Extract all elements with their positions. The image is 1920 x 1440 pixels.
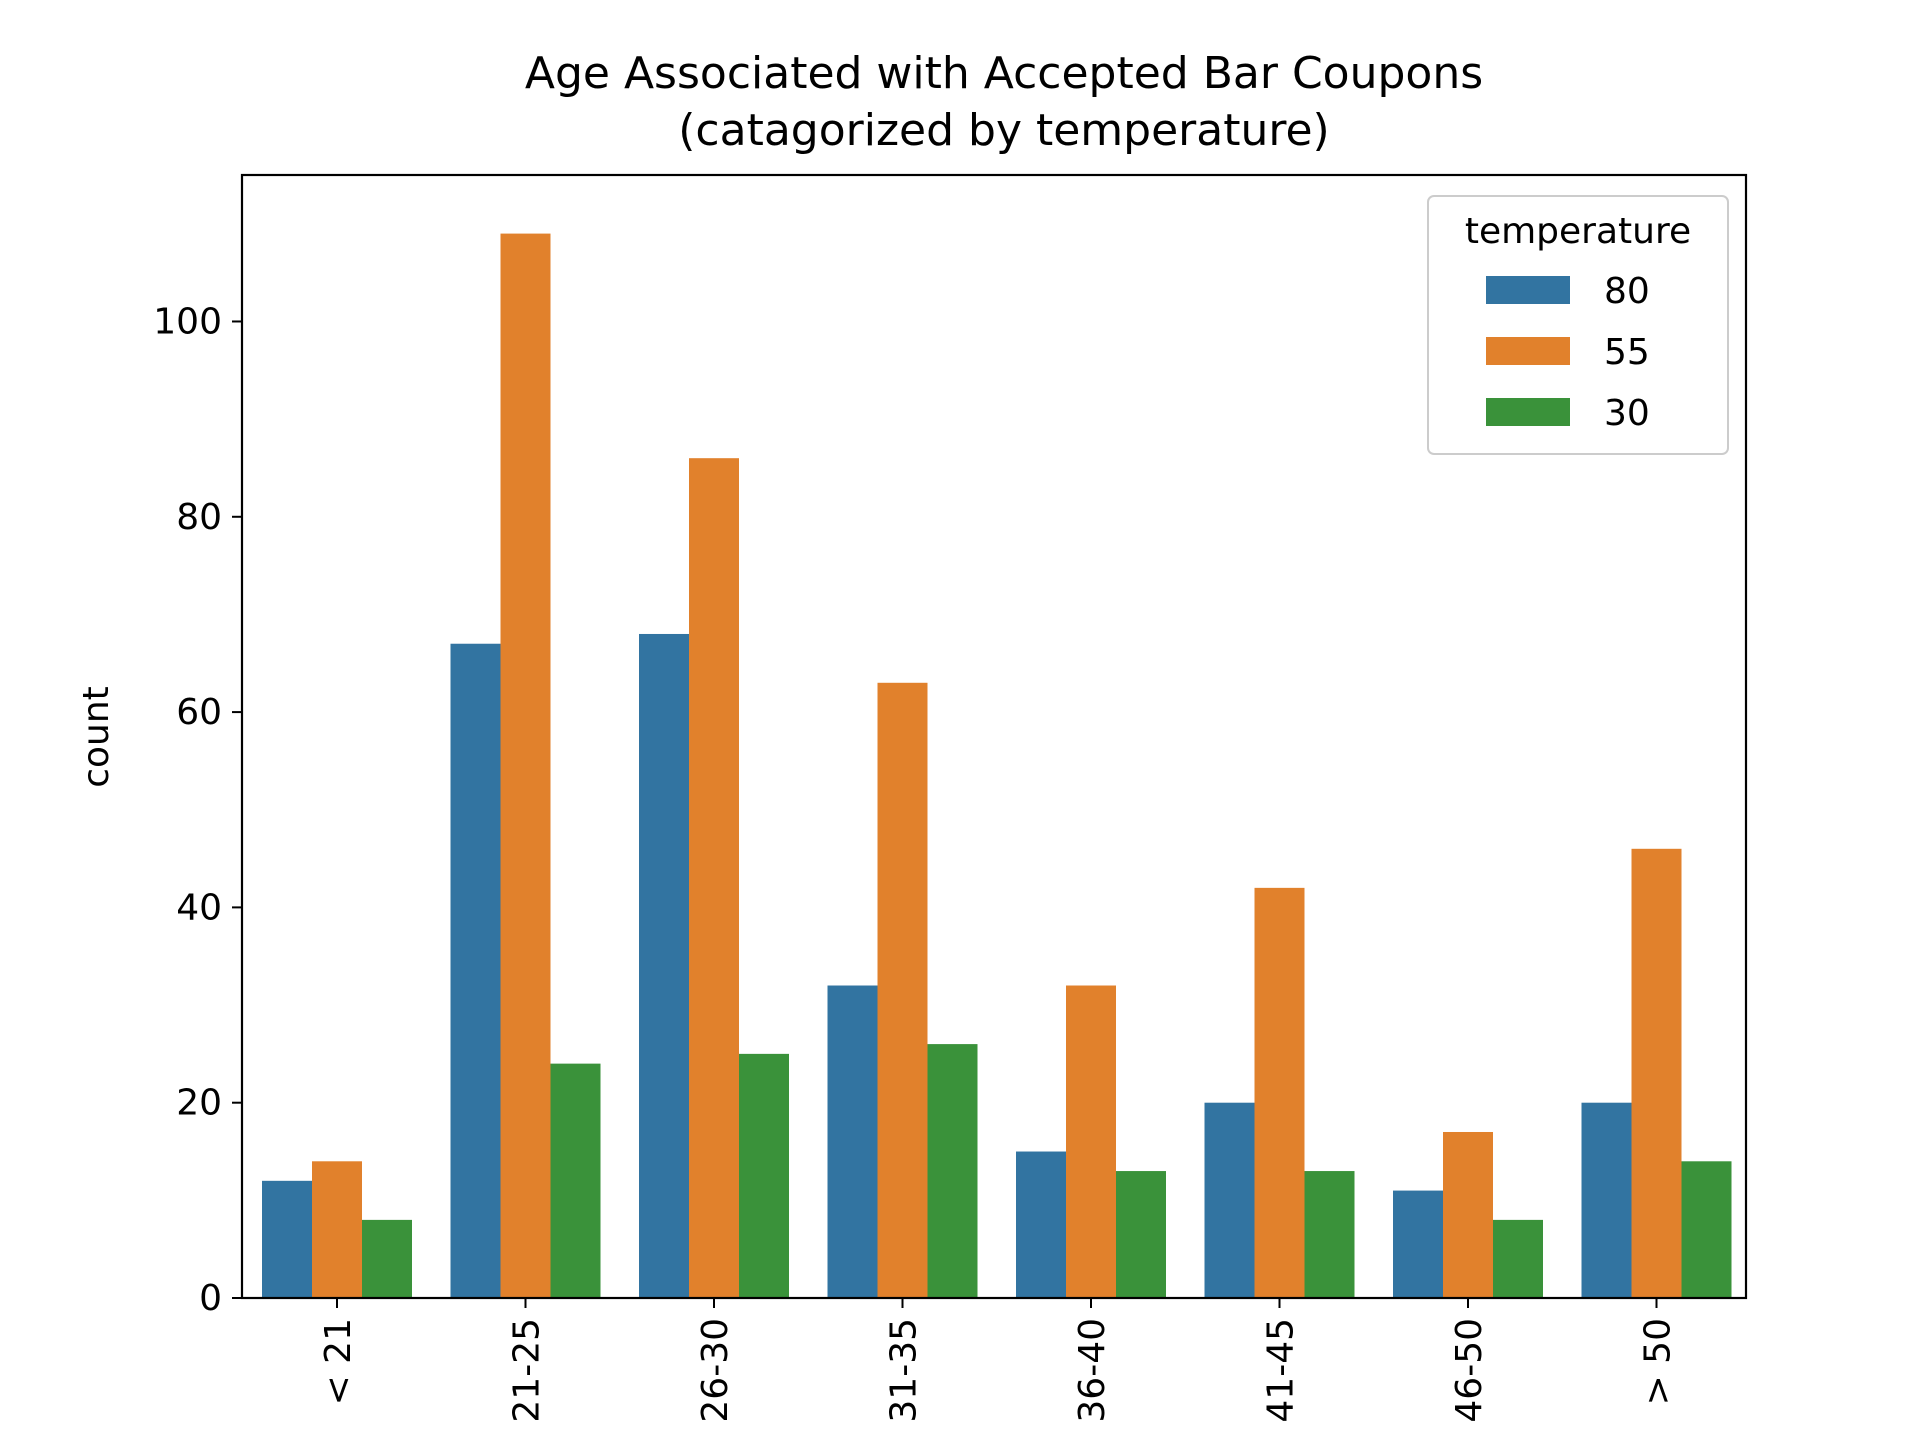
legend-label-80: 80 — [1604, 271, 1650, 312]
bar-5-series-30 — [1116, 1171, 1166, 1298]
y-axis-label: count — [76, 686, 117, 788]
bar-6-series-80 — [1204, 1102, 1255, 1298]
y-tick-label-20: 20 — [176, 1083, 222, 1124]
x-tick-label-4: 31-35 — [884, 1318, 925, 1423]
bar-6-series-30 — [1304, 1171, 1355, 1298]
y-tick-label-0: 0 — [199, 1278, 222, 1319]
bar-8-series-80 — [1581, 1102, 1632, 1298]
bar-4-series-30 — [927, 1044, 978, 1298]
bar-3-series-30 — [739, 1053, 789, 1298]
legend-box — [1427, 195, 1729, 455]
bar-3-series-55 — [689, 458, 739, 1298]
bar-1-series-80 — [262, 1180, 312, 1298]
bar-4-series-80 — [827, 985, 878, 1298]
bar-2-series-30 — [550, 1063, 601, 1298]
x-tick-label-1: < 21 — [318, 1318, 359, 1405]
bar-8-series-55 — [1631, 848, 1682, 1298]
x-axis: < 21 21-25 26-30 31-35 36-40 41-45 46-50 > 50 — [318, 1298, 1679, 1423]
legend-label-30: 30 — [1604, 393, 1650, 434]
bars-group — [262, 233, 1732, 1299]
bar-8-series-30 — [1681, 1161, 1732, 1298]
x-tick-label-7: 46-50 — [1449, 1318, 1490, 1423]
chart-title: Age Associated with Accepted Bar Coupons — [525, 48, 1483, 99]
legend-title: temperature — [1465, 211, 1691, 252]
plot-frame — [240, 173, 1748, 1300]
bar-1-series-30 — [362, 1219, 412, 1298]
x-tick-label-3: 26-30 — [695, 1318, 736, 1423]
x-tick-label-6: 41-45 — [1261, 1318, 1302, 1423]
bar-1-series-55 — [312, 1161, 362, 1298]
chart-subtitle: (catagorized by temperature) — [678, 105, 1329, 156]
y-tick-label-100: 100 — [153, 301, 222, 342]
legend: temperature 80 55 30 — [1427, 195, 1729, 455]
bar-7-series-55 — [1443, 1131, 1493, 1298]
bar-4-series-55 — [877, 682, 928, 1298]
legend-items: 80 55 30 — [1486, 271, 1650, 434]
legend-swatch-30 — [1486, 398, 1570, 426]
bar-5-series-80 — [1016, 1151, 1066, 1298]
bar-7-series-80 — [1393, 1190, 1443, 1298]
y-tick-label-60: 60 — [176, 692, 222, 733]
x-tick-label-2: 21-25 — [507, 1318, 548, 1423]
x-tick-label-8: > 50 — [1638, 1318, 1679, 1405]
bar-7-series-30 — [1493, 1219, 1543, 1298]
bar-2-series-55 — [500, 233, 551, 1299]
legend-swatch-55 — [1486, 337, 1570, 365]
bar-3-series-80 — [639, 633, 689, 1298]
y-axis: 0 20 40 60 80 100 — [153, 301, 242, 1319]
legend-label-55: 55 — [1604, 332, 1650, 373]
bar-6-series-55 — [1254, 887, 1305, 1298]
bar-2-series-80 — [450, 643, 501, 1298]
y-tick-label-80: 80 — [176, 497, 222, 538]
x-tick-label-5: 36-40 — [1072, 1318, 1113, 1423]
bar-5-series-55 — [1066, 985, 1116, 1298]
legend-swatch-80 — [1486, 276, 1570, 304]
y-tick-label-40: 40 — [176, 887, 222, 928]
